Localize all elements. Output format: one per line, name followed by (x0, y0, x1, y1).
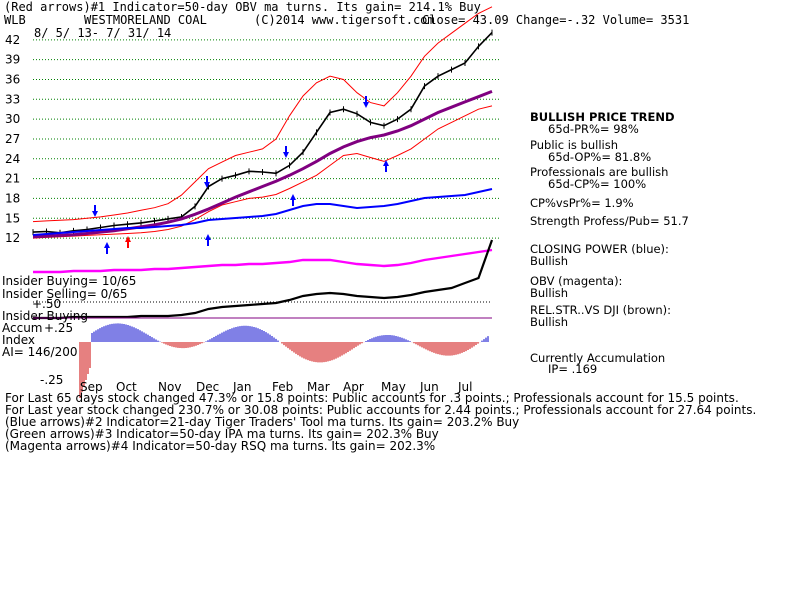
plus50-label: +.50 (32, 297, 62, 311)
footer-line-4: (Green arrows)#3 Indicator=50-day IPA ma… (5, 427, 439, 441)
y-tick-8: 18 (5, 191, 20, 205)
obv-line (33, 248, 493, 274)
month-label-mar: Mar (307, 380, 330, 394)
ip-value: IP= .169 (548, 362, 598, 376)
y-tick-2: 36 (5, 72, 20, 86)
y-tick-4: 30 (5, 112, 20, 126)
signal-arrows (92, 96, 389, 254)
signal-arrow (204, 182, 210, 188)
month-label-jul: Jul (457, 380, 472, 394)
y-tick-0: 42 (5, 33, 20, 47)
copyright: (C)2014 www.tigersoft.com (254, 13, 435, 27)
footer-line-5: (Magenta arrows)#4 Indicator=50-day RSQ … (5, 439, 436, 453)
cpvspr-value: CP%vsPr%= 1.9% (530, 196, 634, 210)
insider-selling-count: Insider Selling= 0/65 (2, 287, 128, 301)
accumulation-histogram (79, 323, 489, 398)
month-label-oct: Oct (116, 380, 137, 394)
footer-line-1: For Last 65 days stock changed 47.3% or … (5, 391, 739, 405)
month-label-apr: Apr (343, 380, 364, 394)
indicator-lines-group (32, 188, 494, 320)
y-tick-6: 24 (5, 152, 20, 166)
ai-value: AI= 146/200 (2, 345, 78, 359)
insider-buying-label: Insider Buying (2, 309, 88, 323)
cp-value: 65d-CP%= 100% (548, 177, 647, 191)
closing-power-label: CLOSING POWER (blue): (530, 242, 669, 256)
footer-line-3: (Blue arrows)#2 Indicator=21-day Tiger T… (5, 415, 520, 429)
pr-value: 65d-PR%= 98% (548, 122, 639, 136)
obv-label: OBV (magenta): (530, 274, 623, 288)
closing-power-state: Bullish (530, 254, 569, 268)
signal-arrow (363, 102, 369, 108)
public-status: Public is bullish (530, 138, 618, 152)
signal-arrow (205, 234, 211, 240)
relstr-label: REL.STR..VS DJI (brown): (530, 303, 672, 317)
professionals-status: Professionals are bullish (530, 165, 669, 179)
price-y-tick-labels: 42 39 36 33 30 27 24 21 18 15 12 (5, 33, 20, 245)
upper-band-line (32, 6, 493, 223)
lower-band-line (32, 105, 493, 239)
month-label-sep: Sep (80, 380, 103, 394)
quote-line: Close= 43.09 Change=-.32 Volume= 3531 (422, 13, 690, 27)
relative-strength-line (33, 239, 494, 320)
insider-buying-count: Insider Buying= 10/65 (2, 274, 137, 288)
close-price-line (32, 32, 493, 234)
month-label-jan: Jan (232, 380, 252, 394)
month-label-may: May (381, 380, 406, 394)
y-tick-1: 39 (5, 53, 20, 67)
y-tick-10: 12 (5, 231, 20, 245)
y-tick-7: 21 (5, 172, 20, 186)
company-name: WESTMORELAND COAL (84, 13, 207, 27)
accumulation-label: Currently Accumulation (530, 351, 666, 365)
signal-arrow (92, 211, 98, 217)
op-value: 65d-OP%= 81.8% (548, 150, 652, 164)
price-gridlines (33, 39, 500, 239)
signal-arrow (290, 194, 296, 200)
ticker-symbol: WLB (4, 13, 26, 27)
moving-average-line (32, 90, 493, 239)
obv-state: Bullish (530, 286, 569, 300)
footer-line-2: For Last year stock changed 230.7% or 30… (5, 403, 757, 417)
month-label-feb: Feb (272, 380, 293, 394)
signal-arrow (283, 152, 289, 158)
signal-arrow (383, 160, 389, 166)
relstr-state: Bullish (530, 315, 569, 329)
plus25-label: +.25 (44, 321, 74, 335)
month-label-dec: Dec (196, 380, 219, 394)
signal-arrow (125, 236, 131, 242)
index-label: Index (2, 333, 36, 347)
trend-title: BULLISH PRICE TREND (530, 110, 675, 124)
strength-value: Strength Profess/Pub= 51.7 (530, 214, 689, 228)
month-label-jun: Jun (419, 380, 439, 394)
month-axis-labels: Sep Oct Nov Dec Jan Feb Mar Apr May Jun Jul (80, 380, 472, 394)
price-series-group (32, 6, 493, 239)
y-tick-3: 33 (5, 92, 20, 106)
y-tick-9: 15 (5, 211, 20, 225)
minus25-label: -.25 (40, 373, 64, 387)
y-tick-5: 27 (5, 132, 20, 146)
accum-label: Accum (2, 321, 43, 335)
month-label-nov: Nov (158, 380, 181, 394)
signal-arrow (104, 242, 110, 248)
closing-power-line (32, 188, 493, 236)
date-range: 8/ 5/ 13- 7/ 31/ 14 (34, 26, 172, 40)
signal-1-note: (Red arrows)#1 Indicator=50-day OBV ma t… (4, 0, 481, 14)
